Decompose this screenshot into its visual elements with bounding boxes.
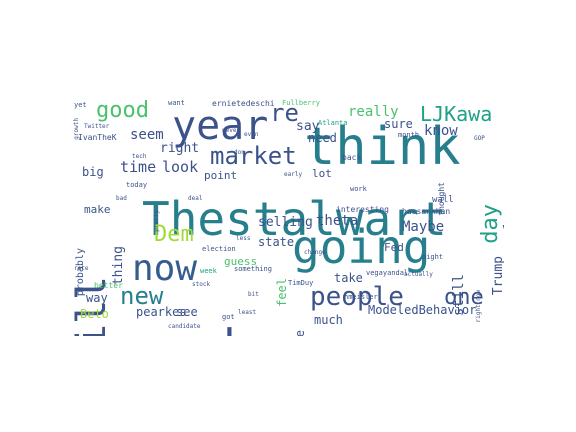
cloud-word: people <box>310 282 404 312</box>
cloud-word: Beto <box>80 307 109 321</box>
cloud-word: take <box>334 271 363 285</box>
cloud-word: want <box>168 99 185 107</box>
cloud-word: today <box>126 181 148 189</box>
cloud-word: feel <box>275 278 289 307</box>
cloud-word: don <box>234 149 245 156</box>
cloud-word: TimDuy <box>288 279 314 287</box>
cloud-word: rate <box>74 265 89 272</box>
cloud-word: probably <box>75 248 86 297</box>
cloud-word: GOP <box>474 135 485 142</box>
cloud-word: right now <box>475 290 482 323</box>
cloud-word: way <box>86 291 108 305</box>
cloud-word: Trump <box>491 256 504 296</box>
cloud-word: seem <box>130 127 164 143</box>
cloud-word: wall <box>432 195 454 205</box>
cloud-word: new <box>120 282 164 310</box>
cloud-word: re <box>270 99 299 127</box>
cloud-word: see <box>176 305 198 319</box>
cloud-word: week <box>200 267 217 275</box>
cloud-word: say <box>296 119 320 134</box>
cloud-word: right <box>160 141 200 156</box>
cloud-word: might <box>422 253 444 261</box>
cloud-word: Thestalwart <box>142 192 447 246</box>
cloud-word: now <box>132 248 198 289</box>
cloud-word: guess <box>224 255 258 268</box>
cloud-word: House <box>293 330 307 336</box>
cloud-word: something <box>234 265 272 273</box>
cloud-word: going <box>292 220 431 274</box>
cloud-word: better <box>94 281 123 290</box>
cloud-word: selling <box>258 215 313 230</box>
cloud-word: good <box>96 98 149 123</box>
cloud-word: vote <box>502 222 504 234</box>
cloud-word: work <box>350 185 367 193</box>
cloud-word: day <box>478 204 503 244</box>
cloud-word: Dem <box>154 222 194 247</box>
cloud-word: vegayandal <box>366 269 409 277</box>
cloud-word: bad <box>116 195 127 202</box>
cloud-word: IvanTheK <box>78 133 117 142</box>
cloud-word: candidate <box>168 323 201 330</box>
cloud-word: Fed <box>384 241 404 254</box>
cloud-word: growth <box>73 118 80 140</box>
cloud-word: point <box>204 169 238 182</box>
cloud-word: RT <box>218 326 276 336</box>
cloud-word: look <box>162 158 199 176</box>
cloud-word: sure <box>384 117 413 131</box>
cloud-word: Twitter <box>84 123 110 130</box>
cloud-word: month <box>398 131 420 139</box>
cloud-word: need <box>308 131 337 145</box>
cloud-word: bit <box>248 291 259 298</box>
cloud-word: ernietedeschi <box>212 99 275 108</box>
cloud-word: make <box>84 203 111 216</box>
cloud-word: thing <box>111 246 126 286</box>
cloud-word: never <box>222 127 241 134</box>
cloud-word: got <box>222 313 235 321</box>
cloud-word: think <box>304 117 461 177</box>
cloud-word: know <box>424 123 458 139</box>
cloud-word: actually <box>404 271 433 278</box>
cloud-word: interesting <box>336 205 389 214</box>
cloud-word: even <box>244 131 259 138</box>
cloud-word: pretty <box>153 210 160 232</box>
cloud-word: one <box>444 285 484 310</box>
cloud-word: change <box>304 249 326 256</box>
cloud-word: state <box>258 235 295 249</box>
cloud-word: much <box>314 313 343 327</box>
cloud-word: LJKawa <box>420 102 493 126</box>
cloud-word: really <box>348 104 399 120</box>
cloud-word: lot <box>312 167 332 180</box>
cloud-word: big <box>82 165 104 179</box>
word-cloud: ThestalwartthinkgoingyearwillRTnowpeople… <box>72 96 504 336</box>
cloud-word: stock <box>192 281 211 288</box>
cloud-word: theta <box>316 213 359 229</box>
cloud-word: early <box>284 171 303 178</box>
cloud-word: Fullberry <box>282 99 320 107</box>
cloud-word: less <box>236 235 251 242</box>
cloud-word: Maybe <box>402 219 445 235</box>
cloud-word: least <box>238 309 257 316</box>
cloud-word: yet <box>74 101 87 109</box>
cloud-word: ModeledBehavior <box>368 303 477 317</box>
cloud-word: tech <box>132 153 147 160</box>
cloud-word: deal <box>188 195 203 202</box>
cloud-word: pearkes <box>136 305 187 319</box>
cloud-word: Atlanta <box>318 119 348 127</box>
cloud-word: hassankhan <box>402 207 451 216</box>
cloud-word: market <box>210 142 297 170</box>
cloud-word: year <box>172 103 269 149</box>
cloud-word: time <box>120 158 157 176</box>
cloud-word: election <box>202 245 236 253</box>
cloud-word: hmeisler <box>344 293 378 301</box>
cloud-word: back <box>342 153 362 162</box>
